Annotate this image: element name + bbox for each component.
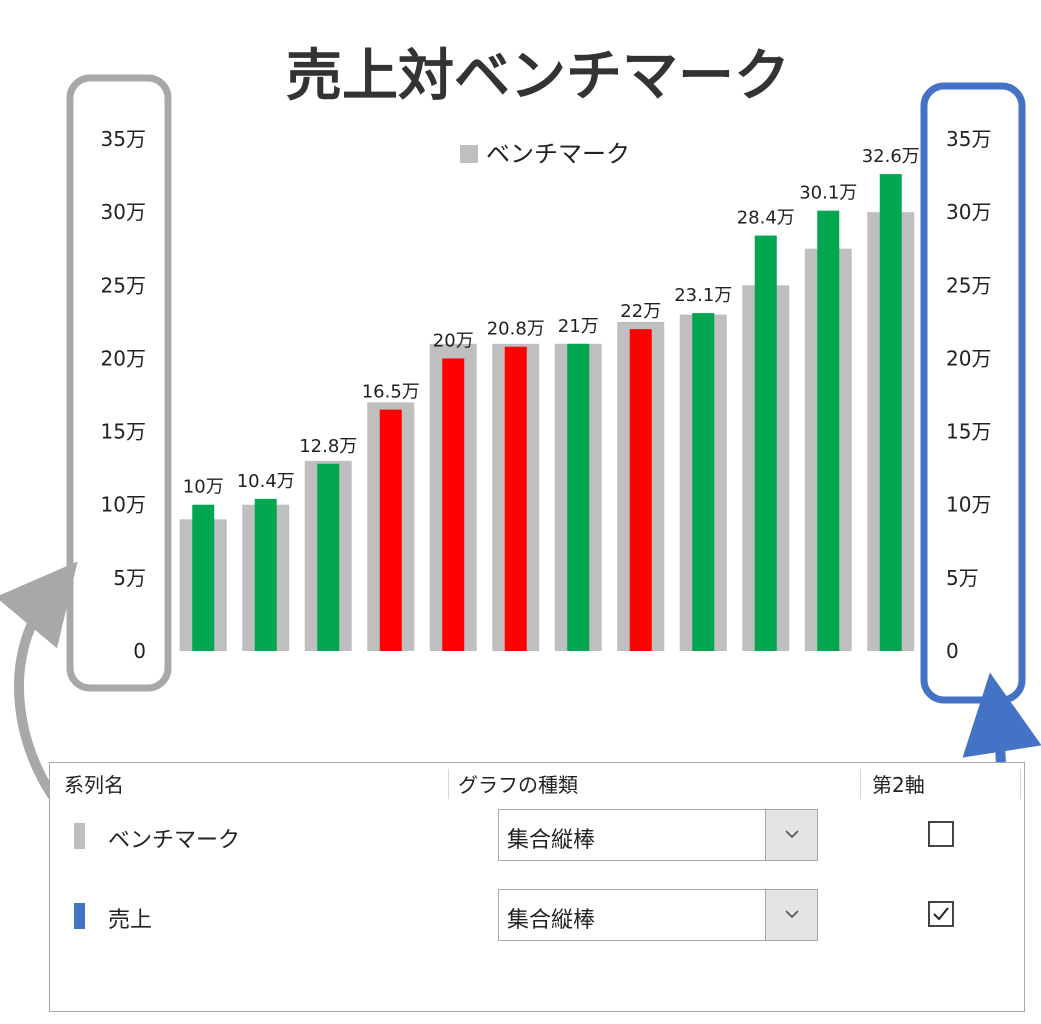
y-tick-label: 5万 xyxy=(113,566,146,590)
legend-entry-benchmark: ベンチマーク xyxy=(486,140,630,168)
y-tick-label: 25万 xyxy=(101,273,146,297)
sales-data-label: 20万 xyxy=(433,330,474,351)
sales-bar xyxy=(817,210,840,651)
sales-data-label: 23.1万 xyxy=(674,285,732,306)
series-color-swatch xyxy=(74,823,85,849)
secondary-axis-checkbox[interactable] xyxy=(928,821,954,847)
sales-bar xyxy=(192,504,215,651)
header-chart-type: グラフの種類 xyxy=(458,773,578,797)
sales-bar xyxy=(629,329,652,651)
legend-swatch-benchmark xyxy=(460,145,478,163)
y-tick-label-secondary: 25万 xyxy=(946,273,991,297)
y-tick-label: 10万 xyxy=(101,493,146,517)
header-divider xyxy=(860,769,861,799)
sales-data-label: 16.5万 xyxy=(362,382,420,403)
chevron-down-icon xyxy=(785,910,799,919)
chart: 売上対ベンチマーク ベンチマーク 0 5万 10万 15万 20万 25万 30万 35万 0… xyxy=(66,44,1026,704)
y-tick-label-secondary: 5万 xyxy=(946,566,979,590)
series-name: ベンチマーク xyxy=(108,828,241,853)
sales-bar xyxy=(442,358,465,651)
sales-bar xyxy=(879,174,902,651)
series-row-benchmark: ベンチマーク 集合縦棒 xyxy=(50,809,1024,865)
sales-series xyxy=(192,174,902,651)
sales-data-label: 22万 xyxy=(620,301,661,322)
header-secondary-axis: 第2軸 xyxy=(872,773,925,797)
sales-bar xyxy=(254,498,277,651)
chart-type-dropdown[interactable]: 集合縦棒 xyxy=(498,889,818,941)
header-series-name: 系列名 xyxy=(64,773,124,797)
sales-data-label: 12.8万 xyxy=(299,436,357,457)
dropdown-button[interactable] xyxy=(765,890,817,940)
sales-data-label: 20.8万 xyxy=(487,319,545,340)
sales-data-label: 28.4万 xyxy=(737,208,795,229)
secondary-axis-checkbox[interactable] xyxy=(928,901,954,927)
sales-bar xyxy=(379,409,402,651)
series-row-sales: 売上 集合縦棒 xyxy=(50,889,1024,945)
primary-axis-arrow-icon xyxy=(0,561,78,816)
y-tick-label: 35万 xyxy=(101,127,146,151)
secondary-y-axis: 0 5万 10万 15万 20万 25万 30万 35万 xyxy=(946,127,991,663)
y-tick-label-secondary: 10万 xyxy=(946,493,991,517)
chart-type-value: 集合縦棒 xyxy=(507,908,596,933)
sales-bar xyxy=(567,343,590,651)
series-name: 売上 xyxy=(108,908,153,933)
dropdown-button[interactable] xyxy=(765,810,817,860)
y-tick-label-secondary: 35万 xyxy=(946,127,991,151)
chart-title: 売上対ベンチマーク xyxy=(286,44,790,109)
sales-bar xyxy=(504,346,527,651)
sales-data-label: 10.4万 xyxy=(237,471,295,492)
sales-data-label: 30.1万 xyxy=(799,183,857,204)
sales-data-label: 10万 xyxy=(183,477,224,498)
y-tick-label: 0 xyxy=(133,639,146,663)
y-tick-label-secondary: 30万 xyxy=(946,200,991,224)
chart-type-value: 集合縦棒 xyxy=(507,828,596,853)
chart-type-dropdown[interactable]: 集合縦棒 xyxy=(498,809,818,861)
primary-y-axis: 0 5万 10万 15万 20万 25万 30万 35万 xyxy=(101,127,146,663)
primary-axis-highlight-box xyxy=(66,74,172,692)
sales-bar xyxy=(692,313,715,651)
sales-data-label: 21万 xyxy=(558,316,599,337)
format-series-panel: 系列名 グラフの種類 第2軸 ベンチマーク 集合縦棒 売上 集合縦棒 xyxy=(49,762,1025,1012)
chevron-down-icon xyxy=(785,830,799,839)
y-tick-label-secondary: 15万 xyxy=(946,420,991,444)
header-divider xyxy=(1020,769,1021,799)
y-tick-label: 20万 xyxy=(101,346,146,370)
series-color-swatch xyxy=(74,903,85,929)
y-tick-label-secondary: 0 xyxy=(946,639,959,663)
header-divider xyxy=(448,769,449,799)
sales-data-label: 32.6万 xyxy=(862,146,920,167)
checkmark-icon xyxy=(933,907,949,921)
y-tick-label-secondary: 20万 xyxy=(946,346,991,370)
y-tick-label: 15万 xyxy=(101,420,146,444)
sales-bar xyxy=(754,235,777,651)
y-tick-label: 30万 xyxy=(101,200,146,224)
sales-bar xyxy=(317,463,340,651)
